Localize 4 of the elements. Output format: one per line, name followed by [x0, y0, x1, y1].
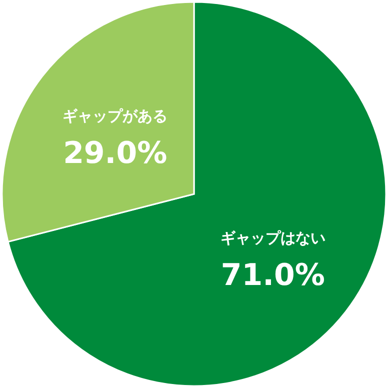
- slice-label: ギャップがある: [62, 106, 168, 125]
- data-label: 71.0%: [220, 258, 325, 294]
- data-label: 29.0%: [63, 136, 168, 171]
- slice-label: ギャップはない: [220, 229, 326, 248]
